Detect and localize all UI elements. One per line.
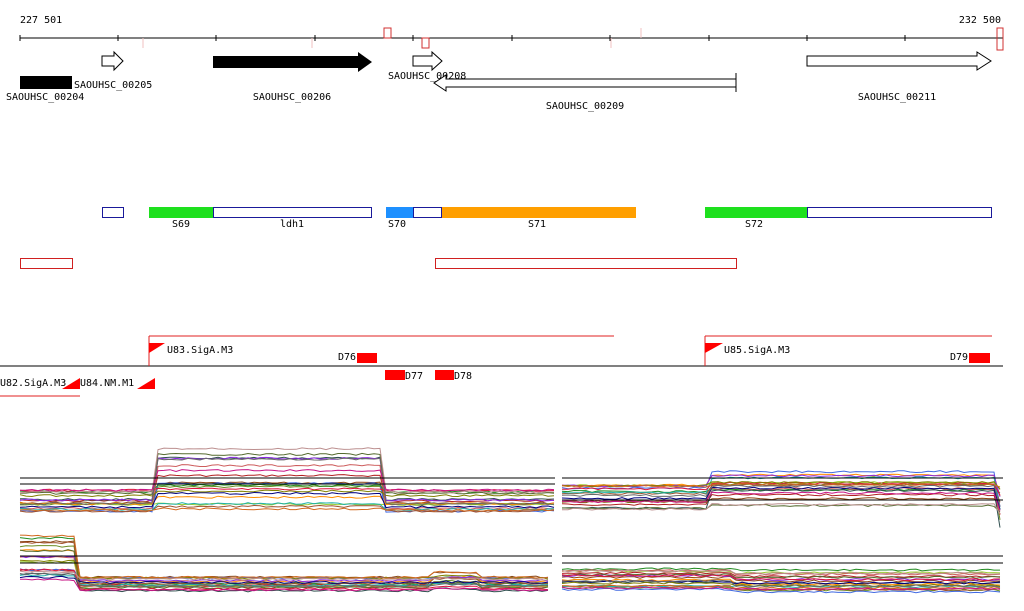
gene-label: SAOUHSC_00205	[74, 80, 152, 91]
trace	[561, 470, 1001, 507]
trace	[561, 586, 1001, 591]
feature-label: D79	[950, 352, 968, 363]
promoter-flag	[149, 343, 165, 353]
axis	[19, 35, 1004, 41]
gene-label: SAOUHSC_00206	[253, 92, 331, 103]
site-ticks	[142, 28, 642, 48]
trace	[561, 567, 1000, 572]
gene	[412, 50, 443, 72]
terminator	[435, 370, 454, 380]
trace	[19, 452, 555, 495]
feature-label: D76	[338, 352, 356, 363]
trace	[561, 497, 1001, 506]
trace	[19, 456, 555, 502]
features	[62, 343, 990, 389]
axis-marks	[142, 27, 1004, 51]
trace	[19, 507, 555, 512]
gene	[213, 52, 372, 72]
site-box	[996, 27, 1004, 51]
trace	[19, 474, 555, 503]
trace	[19, 489, 555, 498]
trace	[19, 469, 555, 492]
trace	[19, 578, 549, 592]
feature-label: U85.SigA.M3	[724, 345, 790, 356]
promoter-flag	[62, 378, 80, 389]
expression-traces	[19, 447, 1001, 594]
gene	[433, 73, 737, 92]
gene-label: SAOUHSC_00211	[858, 92, 936, 103]
feature-label: U83.SigA.M3	[167, 345, 233, 356]
trace	[561, 503, 1001, 513]
trace	[19, 555, 549, 583]
gene-label: SAOUHSC_00209	[546, 101, 624, 112]
gene-label: SAOUHSC_00208	[388, 71, 466, 82]
trace	[561, 573, 1001, 579]
segment	[213, 207, 372, 218]
feature-label: D78	[454, 371, 472, 382]
promoter-flag	[137, 378, 155, 389]
segment-label: S70	[388, 219, 406, 230]
trace	[561, 584, 1001, 590]
trace	[561, 581, 1001, 587]
feature-label: U84.NM.M1	[80, 378, 134, 389]
segment	[705, 207, 807, 218]
trace	[19, 541, 549, 586]
trace	[561, 486, 1001, 510]
trace	[561, 579, 1001, 588]
segment	[102, 207, 124, 218]
promoter-flag	[705, 343, 723, 353]
feature-label: D77	[405, 371, 423, 382]
trace	[19, 534, 549, 579]
trace	[561, 569, 1001, 575]
trace	[561, 484, 1001, 507]
terminator	[969, 353, 990, 363]
trace	[19, 549, 549, 590]
trace	[562, 481, 1001, 496]
segment	[442, 207, 636, 218]
segment	[413, 207, 442, 218]
axis-ticks	[19, 35, 1004, 41]
segment	[149, 207, 213, 218]
segment	[807, 207, 992, 218]
trace	[561, 571, 1001, 578]
trace	[561, 575, 1001, 583]
site-box	[383, 27, 392, 39]
gene	[101, 50, 124, 72]
segment-label: S71	[528, 219, 546, 230]
trace	[561, 573, 1001, 582]
gene	[20, 76, 72, 89]
trace	[19, 447, 555, 494]
terminator	[357, 353, 377, 363]
trace	[19, 572, 549, 588]
axis-start: 227 501	[20, 15, 62, 26]
segment-label: S72	[745, 219, 763, 230]
segment	[386, 207, 413, 218]
trace	[561, 493, 1001, 515]
trace	[561, 481, 1001, 490]
trace	[561, 491, 1001, 511]
segment-label: S69	[172, 219, 190, 230]
trace	[19, 575, 549, 585]
trace	[19, 457, 555, 506]
trace	[561, 587, 1001, 594]
segment-label: ldh1	[280, 219, 304, 230]
region	[435, 258, 737, 269]
gene	[806, 51, 992, 71]
trace	[19, 491, 555, 509]
reference-lines	[20, 477, 1003, 564]
site-box	[421, 37, 430, 49]
trace	[19, 570, 549, 581]
region	[20, 258, 73, 269]
trace	[561, 503, 1001, 514]
axis-end: 232 500	[959, 15, 1001, 26]
terminator	[385, 370, 405, 380]
trace	[561, 489, 1001, 528]
feature-label: U82.SigA.M3	[0, 378, 66, 389]
gene-label: SAOUHSC_00204	[6, 92, 84, 103]
